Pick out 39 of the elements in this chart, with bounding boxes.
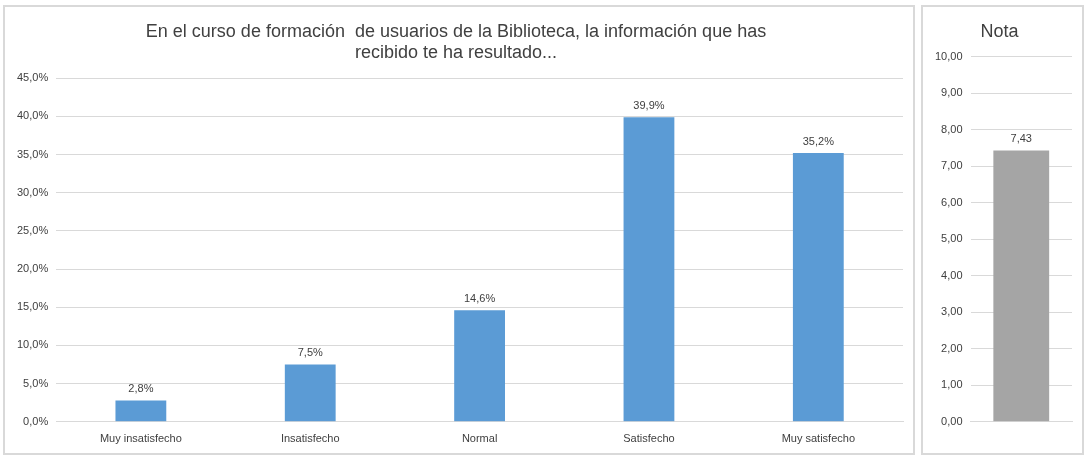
bar (792, 153, 844, 422)
y-tick-label: 15,0% (16, 300, 49, 313)
chart-title: En el curso de formación de usuarios de la Biblioteca, la información que has recibido te ha resultado... (145, 20, 767, 63)
y-tick-label: 1,00 (941, 378, 963, 391)
y-tick-label: 7,00 (941, 159, 963, 172)
y-tick-label: 2,00 (941, 341, 963, 354)
bar (623, 117, 675, 422)
bar (454, 310, 505, 422)
x-tick-label: Satisfecho (623, 432, 675, 445)
y-tick-label: 5,00 (941, 232, 963, 245)
data-label: 39,9% (633, 98, 665, 111)
bar (115, 400, 167, 422)
y-tick-label: 8,00 (941, 122, 963, 135)
x-tick-label: Normal (461, 432, 498, 445)
data-label: 2,8% (128, 381, 154, 394)
y-tick-label: 10,0% (16, 338, 49, 351)
y-tick-label: 10,00 (935, 49, 963, 62)
y-tick-label: 4,00 (941, 268, 963, 281)
y-tick-label: 45,0% (16, 71, 49, 84)
y-tick-label: 20,0% (16, 262, 49, 275)
y-tick-label: 35,0% (16, 147, 49, 160)
data-label: 7,43 (1010, 131, 1032, 144)
x-tick-label: Insatisfecho (280, 432, 340, 445)
data-label: 14,6% (463, 291, 496, 304)
bar (284, 364, 336, 422)
y-tick-label: 40,0% (16, 109, 49, 122)
data-label: 7,5% (297, 346, 323, 359)
y-tick-label: 5,0% (23, 376, 49, 389)
y-tick-label: 0,0% (23, 414, 49, 427)
y-tick-label: 25,0% (16, 223, 49, 236)
y-tick-label: 3,00 (941, 305, 963, 318)
x-tick-label: Muy satisfecho (781, 432, 856, 445)
data-label: 35,2% (802, 134, 835, 147)
y-tick-label: 6,00 (941, 195, 963, 208)
chart-title: Nota (980, 20, 1020, 41)
y-tick-label: 9,00 (941, 86, 963, 99)
x-tick-label: Muy insatisfecho (99, 432, 182, 445)
y-tick-label: 30,0% (16, 185, 49, 198)
y-tick-label: 0,00 (941, 414, 963, 427)
